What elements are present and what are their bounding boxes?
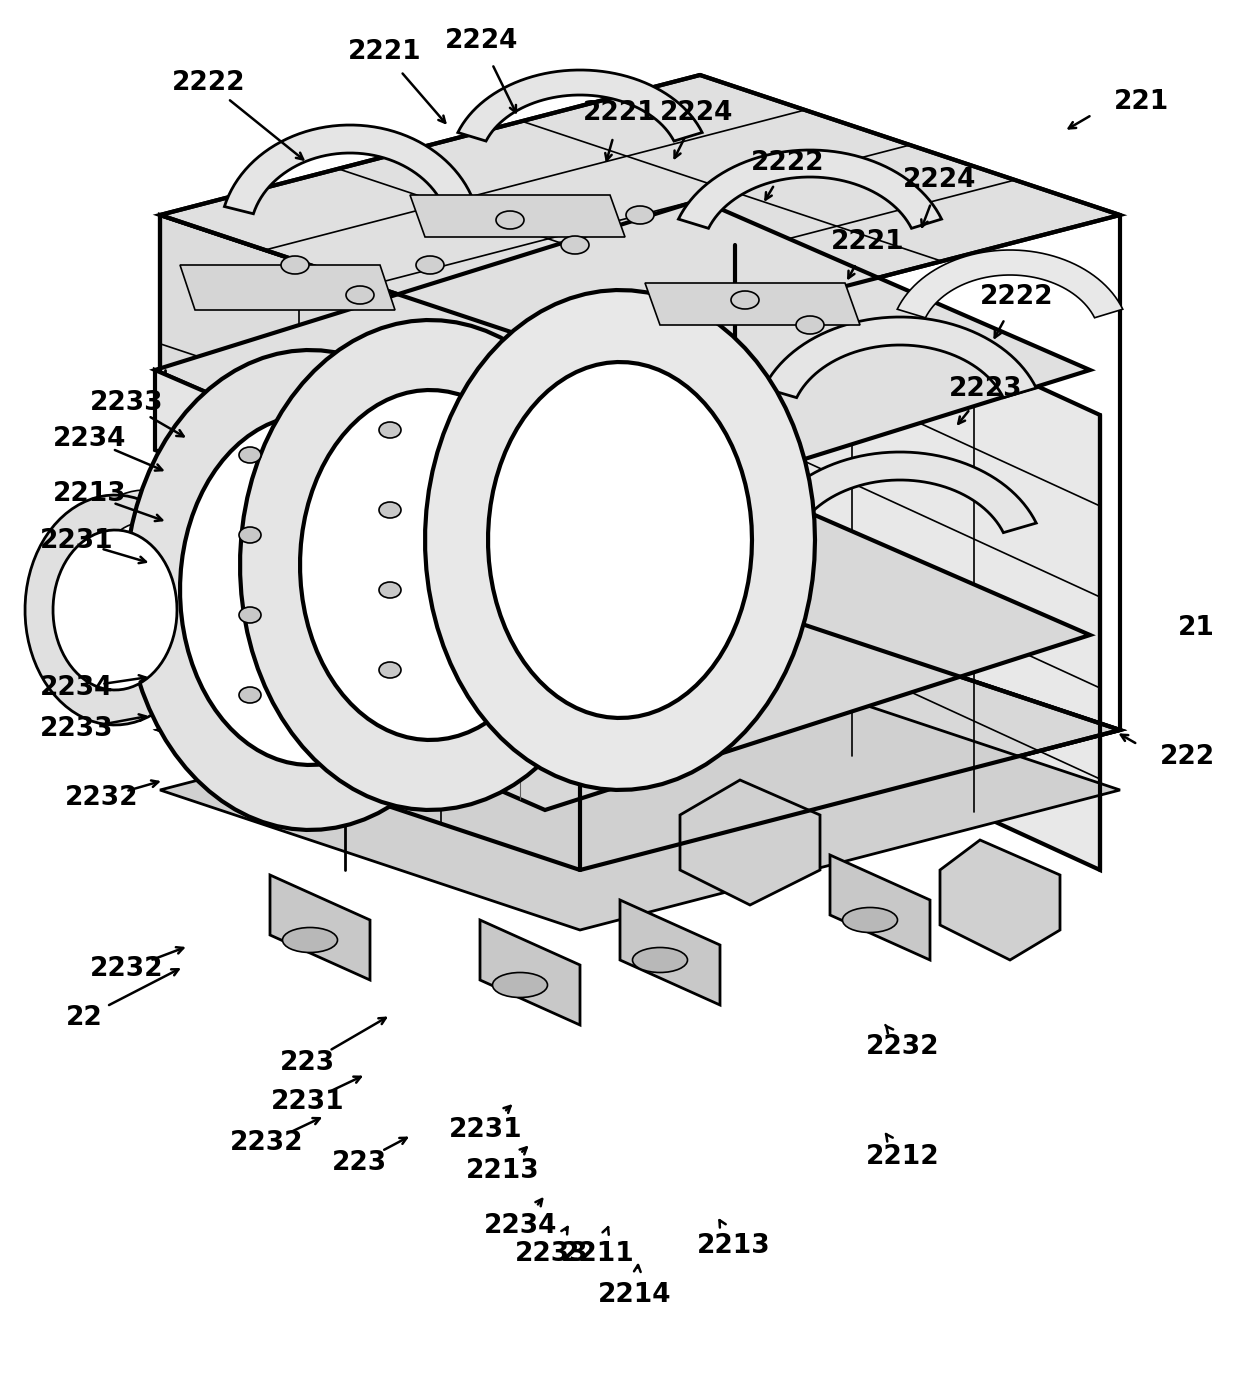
Polygon shape [160,650,1120,929]
Ellipse shape [239,447,260,463]
Ellipse shape [415,255,444,273]
Polygon shape [764,318,1037,398]
Ellipse shape [239,608,260,623]
Text: 2231: 2231 [40,529,114,554]
Ellipse shape [560,236,589,254]
Text: 2223: 2223 [949,377,1023,402]
Text: 22: 22 [66,1005,103,1030]
Text: 2213: 2213 [697,1233,771,1258]
Polygon shape [155,465,1090,811]
Polygon shape [480,920,580,1025]
Text: 2213: 2213 [465,1159,539,1184]
Polygon shape [155,550,340,720]
Text: 2231: 2231 [449,1117,523,1142]
Text: 2213: 2213 [52,482,126,507]
Polygon shape [940,840,1060,960]
Polygon shape [458,70,702,141]
Ellipse shape [379,423,401,438]
Ellipse shape [632,947,687,972]
Polygon shape [160,215,580,870]
Polygon shape [25,494,205,725]
Polygon shape [180,265,396,309]
Text: 21: 21 [1178,616,1215,641]
Text: 2221: 2221 [831,229,905,254]
Text: 2222: 2222 [980,284,1054,309]
Ellipse shape [496,211,525,229]
Polygon shape [410,195,625,238]
Text: 2232: 2232 [229,1131,304,1156]
Text: 2233: 2233 [89,391,164,416]
Ellipse shape [626,206,653,224]
Ellipse shape [492,972,548,997]
Polygon shape [241,320,620,809]
Text: 2232: 2232 [64,786,139,811]
Polygon shape [489,362,751,718]
Text: 2222: 2222 [171,70,246,95]
Ellipse shape [281,255,309,273]
Polygon shape [125,349,495,830]
Polygon shape [93,522,197,657]
Ellipse shape [796,316,825,334]
Text: 223: 223 [280,1051,335,1076]
Polygon shape [830,855,930,960]
Text: 222: 222 [1159,744,1214,769]
Text: 2231: 2231 [270,1090,345,1114]
Polygon shape [53,530,177,690]
Text: 2234: 2234 [52,427,126,452]
Polygon shape [155,200,1090,540]
Polygon shape [425,290,815,790]
Text: 2224: 2224 [903,167,977,192]
Text: 2232: 2232 [89,957,164,982]
Ellipse shape [732,291,759,309]
Text: 223: 223 [332,1150,387,1175]
Polygon shape [224,126,476,214]
Ellipse shape [842,907,898,932]
Polygon shape [155,370,340,530]
Polygon shape [160,75,1120,355]
Ellipse shape [239,686,260,703]
Text: 2234: 2234 [484,1214,558,1239]
Text: 2214: 2214 [598,1283,672,1308]
Polygon shape [764,452,1037,533]
Polygon shape [300,389,560,740]
Text: 2224: 2224 [660,101,734,126]
Polygon shape [180,416,440,765]
Text: 2233: 2233 [40,717,114,742]
Ellipse shape [379,503,401,518]
Text: 2212: 2212 [866,1145,940,1170]
Ellipse shape [283,928,337,953]
Ellipse shape [239,528,260,543]
Polygon shape [898,250,1122,318]
Polygon shape [730,244,1100,870]
Text: 221: 221 [1114,90,1169,115]
Text: 2221: 2221 [347,40,422,65]
Polygon shape [678,151,941,228]
Polygon shape [645,283,861,325]
Polygon shape [160,590,1120,870]
Text: 2224: 2224 [444,29,518,54]
Polygon shape [620,900,720,1005]
Text: 2233: 2233 [515,1242,589,1266]
Polygon shape [67,490,223,690]
Text: 2232: 2232 [866,1034,940,1059]
Polygon shape [270,876,370,981]
Text: 2234: 2234 [40,675,114,700]
Polygon shape [680,780,820,905]
Text: 2211: 2211 [560,1242,635,1266]
Ellipse shape [379,581,401,598]
Ellipse shape [346,286,374,304]
Polygon shape [160,590,1120,870]
Text: 2222: 2222 [750,151,825,175]
Text: 2221: 2221 [583,101,657,126]
Ellipse shape [379,661,401,678]
